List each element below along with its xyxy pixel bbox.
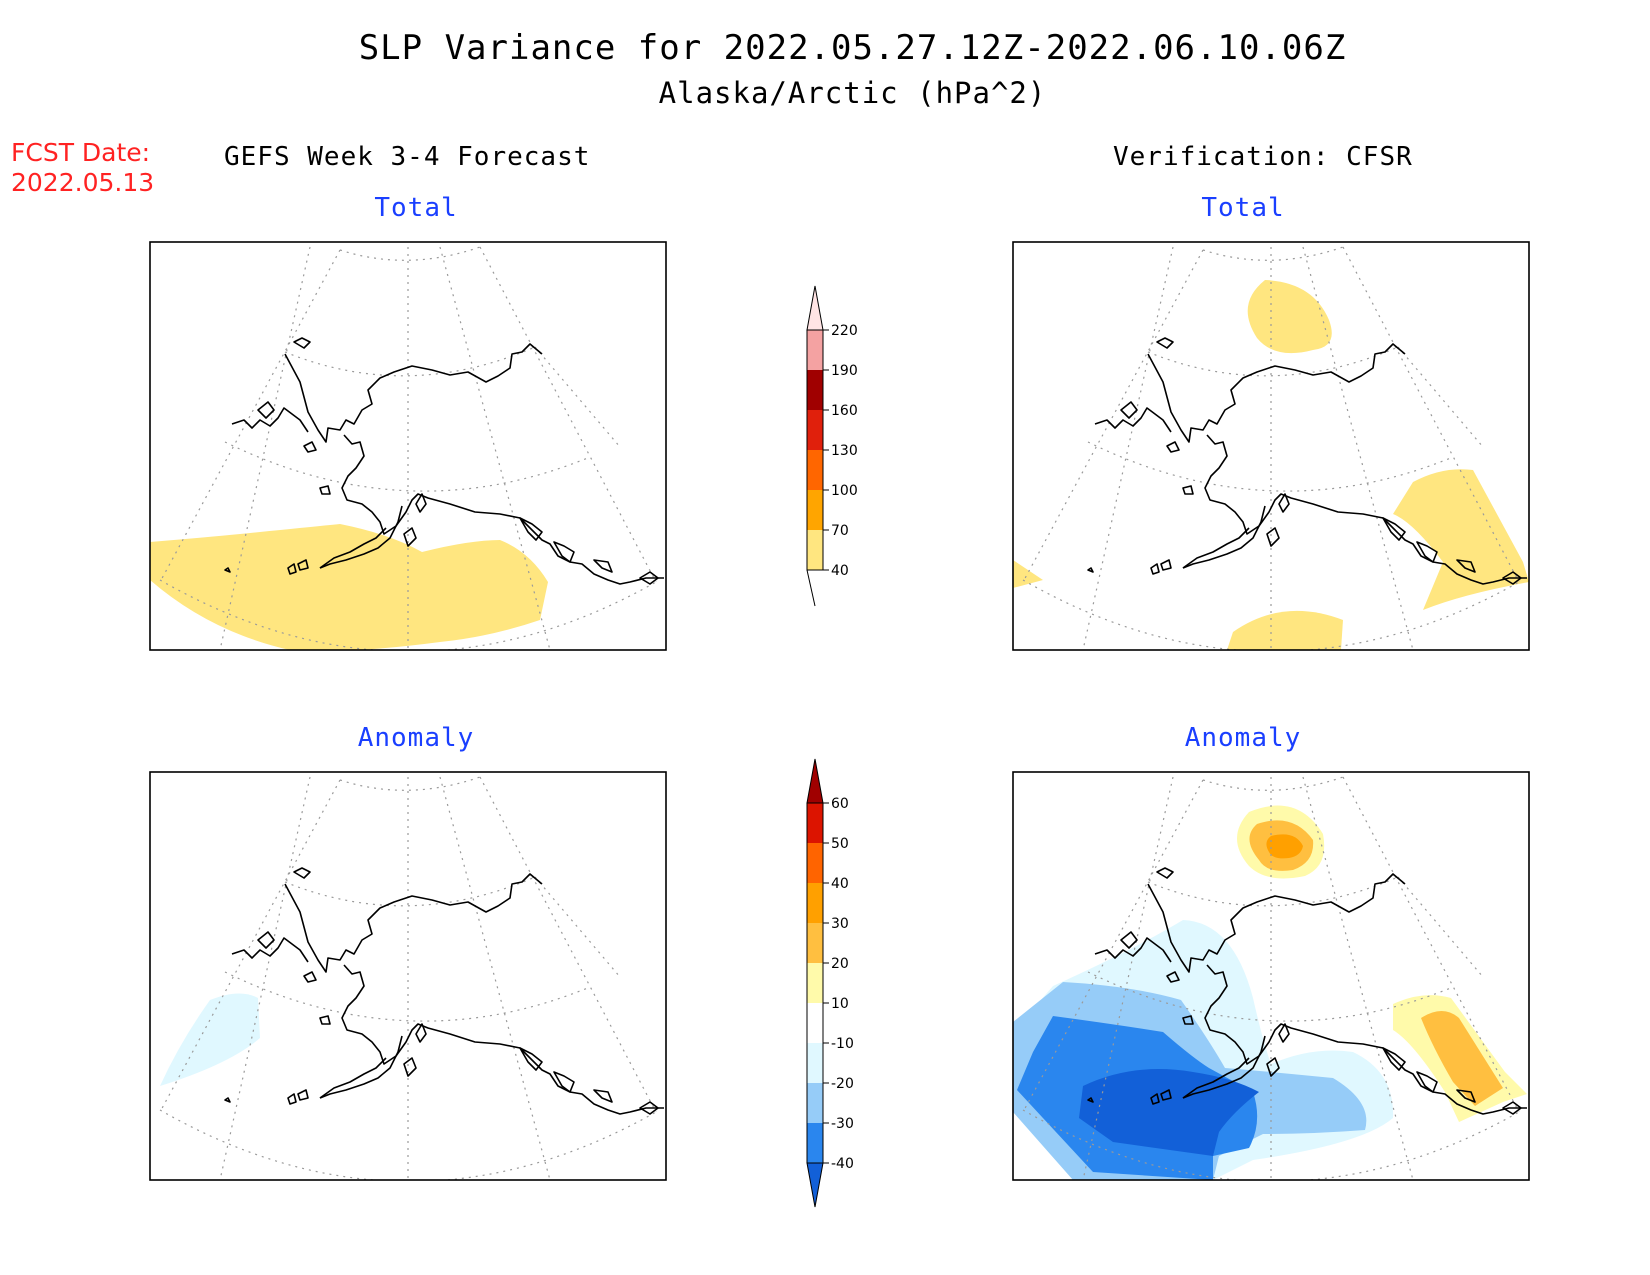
colorbar-segment	[807, 1043, 823, 1083]
colorbar-tick-label: 130	[831, 443, 858, 459]
colorbar-tick-label: -40	[831, 1156, 854, 1172]
colorbar-segment	[807, 803, 823, 843]
forecast-anomaly-map	[149, 771, 667, 1181]
colorbar-lower-tail	[806, 569, 816, 607]
colorbar-segment	[807, 963, 823, 1003]
colorbar-upper-triangle	[806, 285, 824, 331]
fcst-date-value: 2022.05.13	[11, 168, 155, 197]
colorbar-tick-label: 40	[831, 876, 849, 892]
colorbar-segment	[807, 530, 823, 570]
forecast-total-map	[149, 241, 667, 651]
colorbar-tick-label: 70	[831, 523, 849, 539]
colorbar-segment	[807, 1123, 823, 1163]
fcst-date-block: FCST Date: 2022.05.13	[11, 138, 154, 198]
colorbar-tick-label: 40	[831, 563, 849, 579]
colorbar-segment	[807, 450, 823, 490]
colorbar-segment	[807, 923, 823, 963]
colorbar-segment	[807, 1083, 823, 1123]
verification-total-map	[1012, 241, 1530, 651]
figure-subtitle: Alaska/Arctic (hPa^2)	[658, 76, 1047, 110]
colorbar-tick-label: 50	[831, 836, 849, 852]
colorbar-upper-triangle	[806, 758, 824, 804]
colorbar-segment	[807, 490, 823, 530]
figure-title: SLP Variance for 2022.05.27.12Z-2022.06.…	[358, 28, 1347, 68]
total-colorbar: 40 70 100 130 160 190 220	[806, 285, 858, 607]
colorbar-lower-triangle	[806, 1162, 824, 1208]
colorbar-segment	[807, 370, 823, 410]
colorbar-segment	[807, 843, 823, 883]
colorbar-segment	[807, 330, 823, 370]
colorbar-tick-label: 190	[831, 363, 858, 379]
colorbar-tick-label: 60	[831, 796, 849, 812]
colorbar-segment	[807, 883, 823, 923]
colorbar-tick-label: 30	[831, 916, 849, 932]
colorbar-tick-label: 160	[831, 403, 858, 419]
colorbar-segment	[807, 410, 823, 450]
colorbar-tick-label: 20	[831, 956, 849, 972]
verification-anomaly-label: Anomaly	[1184, 723, 1302, 753]
colorbar-tick-label: -10	[831, 1036, 854, 1052]
colorbar-segment	[807, 1003, 823, 1043]
colorbar-tick-label: -30	[831, 1116, 854, 1132]
verification-total-label: Total	[1201, 193, 1285, 223]
forecast-column-title: GEFS Week 3-4 Forecast	[224, 142, 591, 172]
verification-column-title: Verification: CFSR	[1113, 142, 1413, 172]
colorbar-tick-label: 100	[831, 483, 858, 499]
fcst-date-label: FCST Date:	[11, 138, 151, 167]
verification-anomaly-map	[1012, 771, 1530, 1181]
forecast-total-label: Total	[374, 193, 458, 223]
colorbar-tick-label: -20	[831, 1076, 854, 1092]
colorbar-tick-label: 220	[831, 323, 858, 339]
anomaly-colorbar: -40 -30 -20 -10 10 20 30 40 50 60	[806, 758, 854, 1208]
colorbar-tick-label: 10	[831, 996, 849, 1012]
colorbar-outline	[806, 802, 824, 1164]
forecast-anomaly-label: Anomaly	[357, 723, 475, 753]
